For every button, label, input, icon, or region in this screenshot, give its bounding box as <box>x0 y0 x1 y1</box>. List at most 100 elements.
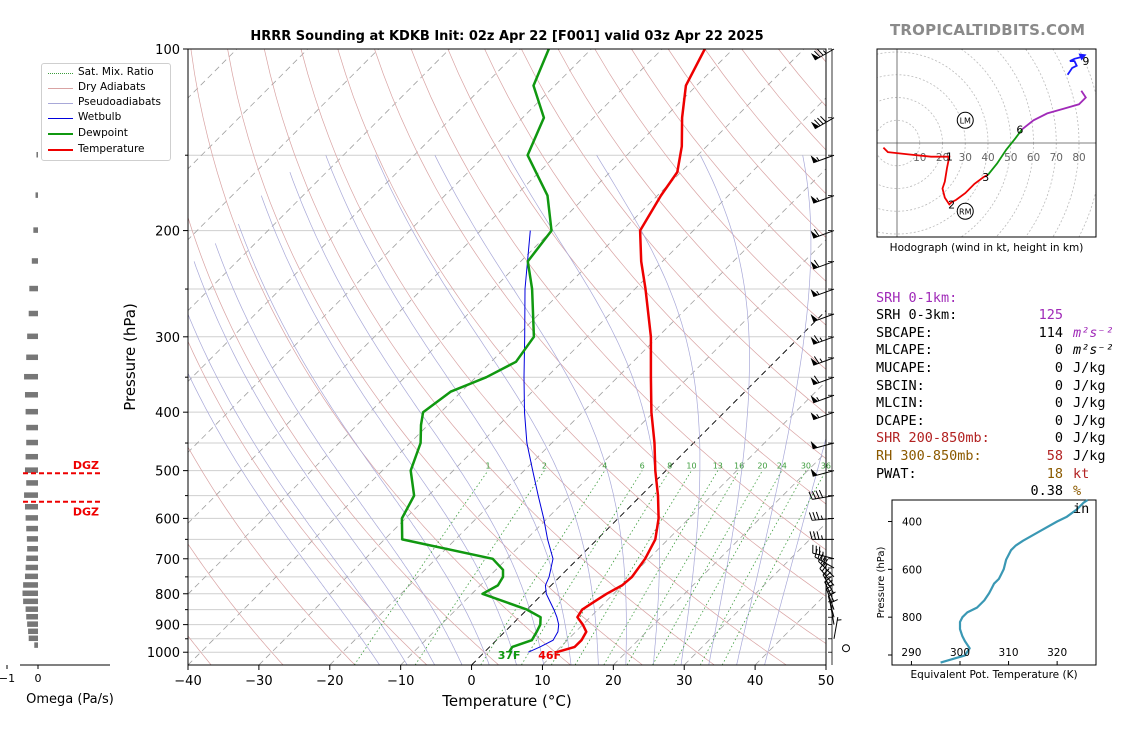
param-row: MUCAPE: 0 J/kg <box>876 342 1106 411</box>
wind-barb <box>810 375 835 386</box>
isotherm-line <box>188 49 805 665</box>
barb-full <box>811 491 817 500</box>
param-row: SRH 0-1km: 125 m²s⁻² <box>876 272 1114 341</box>
skewt-frame <box>187 48 827 666</box>
dry-adiabat-line <box>374 49 826 597</box>
pseudoadiabat-line <box>325 155 572 665</box>
wind-barb <box>810 356 835 366</box>
omega-bar <box>24 467 38 473</box>
isotherm-line <box>0 49 24 665</box>
mixing-ratio-label: 20 <box>757 462 767 471</box>
barb-full <box>813 335 820 343</box>
barb-half <box>816 156 820 161</box>
barb-full <box>815 490 820 499</box>
x-tick-label: −20 <box>316 674 343 689</box>
wind-barb <box>810 313 835 323</box>
legend-label: Sat. Mix. Ratio <box>78 66 154 78</box>
omega-bar <box>25 606 38 612</box>
wind-barb <box>818 553 835 578</box>
mixing-ratio-label: 8 <box>667 462 672 471</box>
param-row: SBCAPE: 0 J/kg <box>876 307 1106 376</box>
pseudoadiabat-line <box>699 155 750 665</box>
omega-bar <box>26 555 38 562</box>
param-row: PWAT: 0.38 in <box>876 448 1089 517</box>
skewt-plot <box>0 49 826 665</box>
isotherm-line <box>188 49 379 241</box>
barb-flag <box>810 121 820 129</box>
hodograph-plot: 10 20 30 40 50 60 70 80 LM RM 1 2 3 6 9 <box>877 49 1096 237</box>
param-unit: % <box>1073 483 1082 500</box>
omega-bar <box>29 285 38 292</box>
barb-staff <box>822 574 835 595</box>
barb-flag <box>810 468 818 477</box>
barb-full <box>825 579 833 586</box>
isotherm-line <box>188 49 734 595</box>
isotherm-line <box>329 168 826 665</box>
barb-full <box>808 512 813 521</box>
barb-full <box>822 558 829 567</box>
isotherm-line <box>542 380 826 665</box>
isotherm-line <box>188 49 450 312</box>
barb-full <box>818 553 824 562</box>
theta-e-x-tick-label: 320 <box>1047 647 1067 659</box>
omega-bar <box>27 546 38 552</box>
mixing-ratio-label: 1 <box>485 462 490 471</box>
surface-dewpoint-label: 37F <box>498 649 521 662</box>
dewpoint-line <box>400 49 553 653</box>
omega-bar <box>26 424 38 431</box>
omega-bar <box>36 151 38 158</box>
barb-half <box>823 558 826 563</box>
mixing-ratio-line <box>353 470 489 665</box>
hodo-ring-label: 40 <box>981 152 994 164</box>
isotherm-line <box>188 49 663 524</box>
barb-staff <box>812 517 835 521</box>
param-value: 0 <box>1054 342 1063 359</box>
isotherm-line <box>613 451 826 665</box>
dry-adiabat-line <box>447 49 826 505</box>
param-unit: in <box>1073 500 1090 517</box>
hodo-ring-label: 30 <box>959 152 972 164</box>
barb-staff <box>813 357 835 366</box>
mixing-ratio-line <box>652 470 763 665</box>
legend-label: Dewpoint <box>78 127 128 139</box>
mixing-ratio-line <box>673 470 783 665</box>
y-axis-label: Pressure (hPa) <box>121 303 139 411</box>
barb-full <box>819 561 826 569</box>
mixing-ratio-line <box>626 470 740 665</box>
omega-bar <box>26 354 38 361</box>
dgz-label: DGZ <box>73 459 99 472</box>
wind-barb <box>808 489 835 500</box>
mixing-ratio-label: 10 <box>686 462 696 471</box>
hodo-height-label: 6 <box>1016 123 1023 136</box>
isotherm-line <box>188 49 521 383</box>
dry-adiabat-line <box>188 340 428 665</box>
barb-flag <box>810 195 818 204</box>
y-tick-label: 200 <box>155 225 180 240</box>
barb-full <box>812 512 817 521</box>
omega-bar <box>24 504 38 510</box>
param-label: SBCAPE: <box>876 324 933 341</box>
param-value: 125 <box>1038 307 1063 324</box>
mixing-ratio-line <box>414 470 545 665</box>
mixing-ratio-label: 16 <box>734 462 744 471</box>
mixing-ratio-label: 30 <box>801 462 811 471</box>
theta-e-x-tick-label: 300 <box>950 647 970 659</box>
storm-motion-marker <box>956 202 974 220</box>
param-value: 0 <box>1054 377 1063 394</box>
wind-barb <box>810 195 835 204</box>
omega-bar <box>33 227 38 233</box>
omega-bar <box>28 628 38 635</box>
isotherm-line <box>258 97 826 665</box>
dry-adiabat-line <box>263 49 715 665</box>
barb-full <box>808 491 813 500</box>
barb-half <box>827 589 832 593</box>
param-value: 0 <box>1054 395 1063 412</box>
pseudoadiabat-line <box>434 155 627 665</box>
omega-bar <box>24 373 38 380</box>
param-label: DCAPE: <box>876 412 925 429</box>
barb-full <box>824 576 832 583</box>
omega-bar <box>24 573 38 580</box>
omega-bar <box>28 310 38 317</box>
omega-bar <box>35 192 38 198</box>
omega-bar <box>24 392 38 398</box>
